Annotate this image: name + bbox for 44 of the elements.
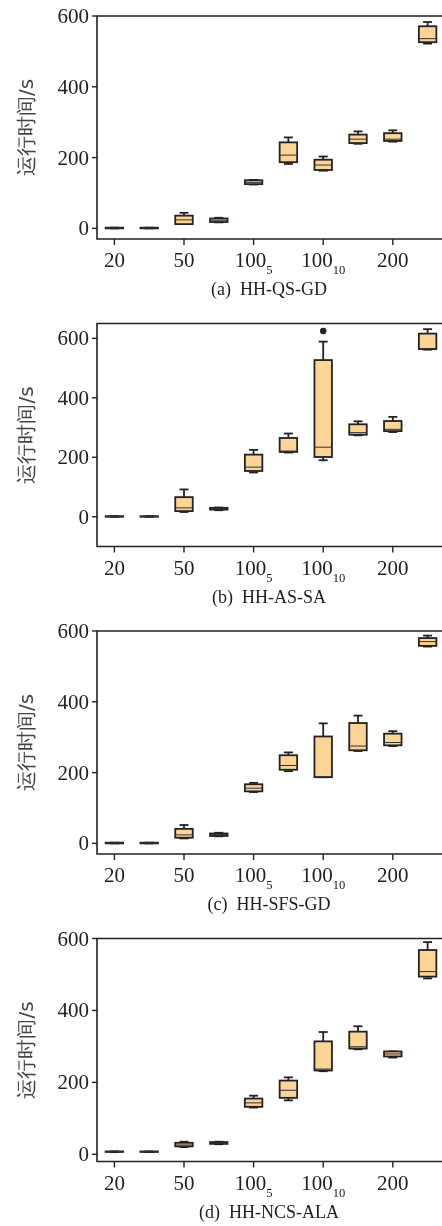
x-tick-label: 20 bbox=[103, 248, 125, 272]
x-tick-label: 200 bbox=[377, 1170, 409, 1195]
y-tick-label: 400 bbox=[57, 689, 89, 714]
y-tick-label: 600 bbox=[57, 326, 89, 351]
x-tick-label: 50 bbox=[173, 248, 195, 272]
y-tick-label: 600 bbox=[57, 619, 89, 643]
y-tick-label: 600 bbox=[57, 4, 89, 28]
x-tick-label: 50 bbox=[173, 1170, 195, 1195]
y-tick-label: 400 bbox=[57, 385, 89, 410]
y-tick-label: 400 bbox=[57, 74, 89, 99]
text: (d) HH-NCS-ALA bbox=[199, 1201, 339, 1223]
x-tick-label: 200 bbox=[377, 248, 409, 272]
x-tick-label: 20 bbox=[103, 863, 125, 887]
y-tick-label: 200 bbox=[57, 445, 89, 470]
x-tick-label: 100$_{10}$ bbox=[301, 248, 346, 277]
x-tick-label: 100$_{10}$ bbox=[301, 1170, 346, 1200]
x-tick-label: 100$_{5}$ bbox=[234, 1170, 273, 1200]
text: (a) HH-QS-GD bbox=[211, 279, 327, 300]
y-tick-label: 0 bbox=[78, 1142, 89, 1167]
y-tick-label: 200 bbox=[57, 760, 89, 785]
x-tick-label: 200 bbox=[377, 555, 409, 580]
x-tick-label: 200 bbox=[377, 863, 409, 887]
y-tick-label: 200 bbox=[57, 1070, 89, 1095]
x-tick-label: 20 bbox=[103, 555, 125, 580]
text: (c) HH-SFS-GD bbox=[207, 894, 331, 915]
y-tick-label: 0 bbox=[78, 216, 89, 241]
x-tick-label: 100$_{5}$ bbox=[234, 248, 273, 277]
x-tick-label: 50 bbox=[173, 555, 195, 580]
x-tick-label: 100$_{5}$ bbox=[234, 863, 273, 892]
x-tick-label: 100$_{10}$ bbox=[301, 555, 346, 585]
y-tick-label: 600 bbox=[57, 926, 89, 951]
y-axis-title: 运行时间/s bbox=[14, 1001, 38, 1099]
y-axis-title: 运行时间/s bbox=[14, 693, 38, 792]
text: (b) HH-AS-SA bbox=[212, 586, 326, 608]
y-axis-title: 运行时间/s bbox=[14, 78, 38, 177]
x-tick-label: 100$_{10}$ bbox=[301, 863, 346, 892]
y-tick-label: 400 bbox=[57, 998, 89, 1023]
y-axis-title: 运行时间/s bbox=[14, 386, 38, 484]
y-tick-label: 200 bbox=[57, 145, 89, 170]
x-tick-label: 100$_{5}$ bbox=[234, 555, 273, 585]
x-tick-label: 20 bbox=[103, 1170, 125, 1195]
y-tick-label: 0 bbox=[78, 504, 89, 529]
y-tick-label: 0 bbox=[78, 831, 89, 856]
x-tick-label: 50 bbox=[173, 863, 195, 887]
